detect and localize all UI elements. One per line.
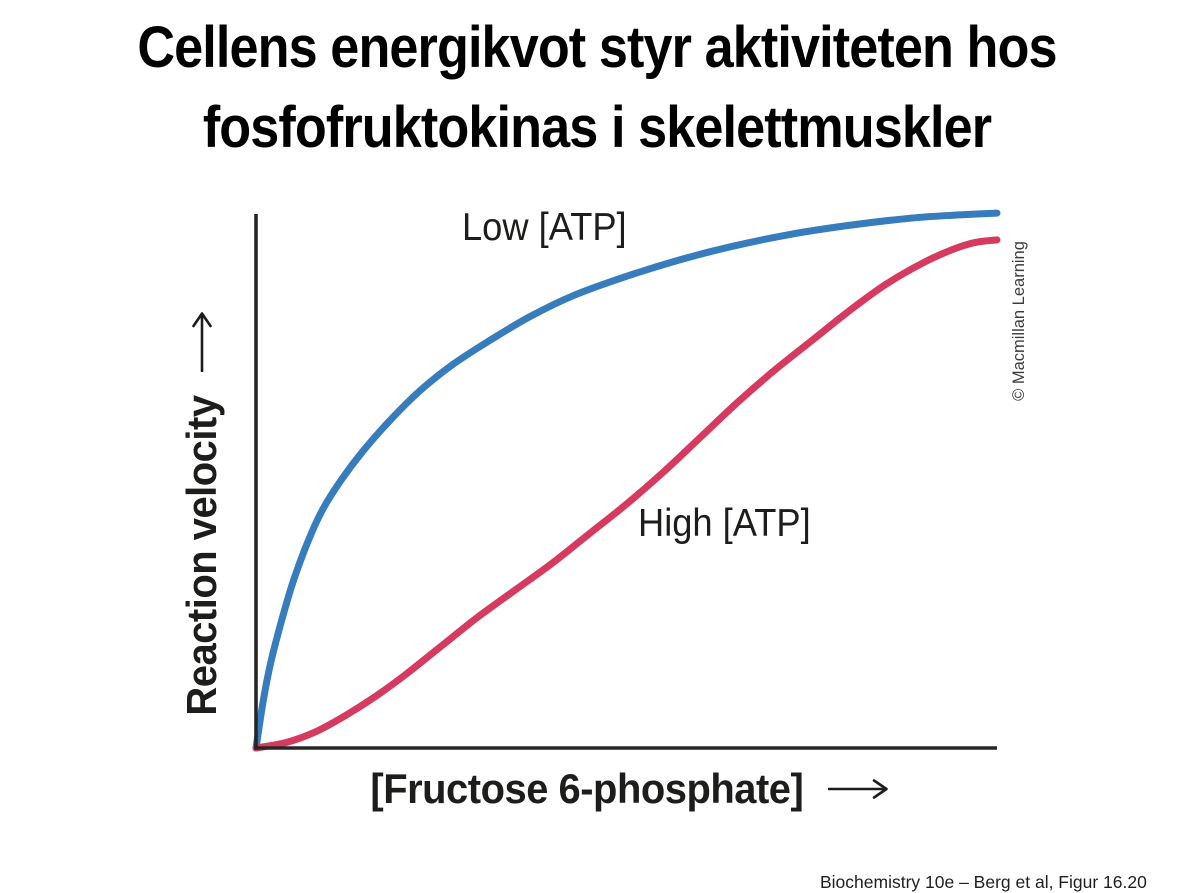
y-axis-label-box: Reaction velocity (164, 280, 240, 750)
curves-group (252, 209, 1001, 752)
slide-title: Cellens energikvot styr aktiviteten hos … (60, 8, 1135, 168)
low-atp-curve-label: Low [ATP] (462, 206, 627, 249)
high-atp-curve-label: High [ATP] (638, 502, 811, 545)
copyright-credit: © Macmillan Learning (1009, 241, 1028, 401)
x-axis-label-text: [Fructose 6-phosphate] (370, 765, 803, 812)
citation-text: Biochemistry 10e – Berg et al, Figur 16.… (820, 872, 1147, 892)
curve-high-atp (252, 236, 1001, 752)
slide-title-line-2: fosfofruktokinas i skelettmuskler (202, 95, 992, 160)
right-arrow-icon (828, 779, 889, 799)
curve-low-atp (252, 209, 1001, 752)
credit-box: © Macmillan Learning (1003, 220, 1035, 422)
x-axis-label: [Fructose 6-phosphate] (256, 760, 997, 818)
up-arrow-icon (192, 311, 212, 372)
y-axis-label-text: Reaction velocity (178, 395, 225, 717)
y-axis-label: Reaction velocity (164, 280, 240, 750)
slide-title-line-1: Cellens energikvot styr aktiviteten hos (137, 15, 1057, 80)
